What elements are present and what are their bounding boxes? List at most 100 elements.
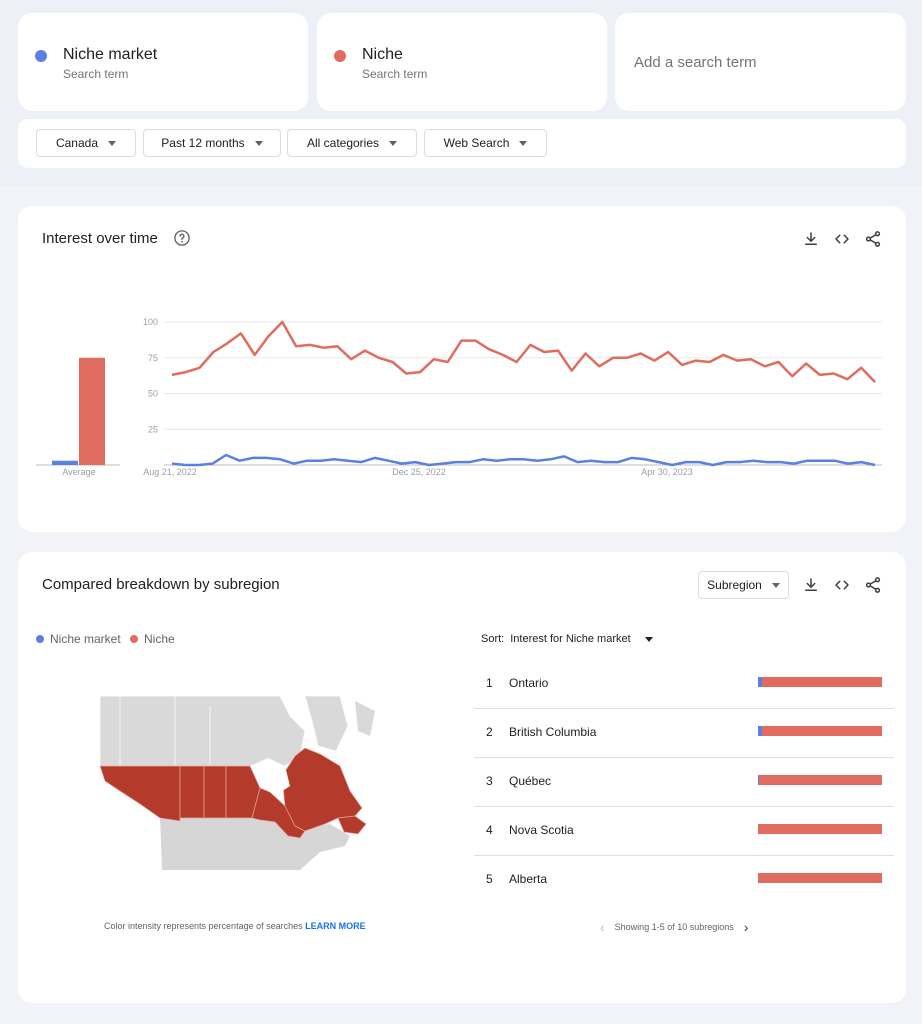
row-rank: 2 bbox=[486, 725, 493, 739]
x-tick-label: Dec 25, 2022 bbox=[392, 467, 446, 477]
pagination: ‹ Showing 1-5 of 10 subregions › bbox=[600, 919, 748, 935]
subregion-row[interactable]: 2 British Columbia bbox=[474, 709, 894, 758]
download-icon[interactable] bbox=[801, 575, 821, 595]
search-type-filter[interactable]: Web Search bbox=[424, 129, 547, 157]
map-region-alberta bbox=[179, 765, 205, 819]
pager-text: Showing 1-5 of 10 subregions bbox=[614, 922, 734, 932]
sort-value: Interest for Niche market bbox=[510, 633, 631, 645]
sort-label: Sort: bbox=[481, 633, 505, 645]
map-region-maritimes bbox=[337, 815, 367, 835]
subregion-row[interactable]: 4 Nova Scotia bbox=[474, 807, 894, 856]
bar-niche-market bbox=[758, 726, 762, 736]
row-region: British Columbia bbox=[509, 725, 597, 739]
caret-down-icon bbox=[108, 140, 117, 146]
x-tick-label: Apr 30, 2023 bbox=[641, 467, 693, 477]
search-type-filter-label: Web Search bbox=[443, 136, 510, 150]
add-search-term-input[interactable]: Add a search term bbox=[634, 54, 757, 71]
average-bar-niche bbox=[79, 357, 105, 465]
breakdown-title: Compared breakdown by subregion bbox=[42, 576, 280, 593]
legend-dot bbox=[130, 635, 138, 643]
bar-niche-market bbox=[758, 775, 759, 785]
region-filter-label: Canada bbox=[55, 136, 99, 150]
bar-niche-market bbox=[758, 677, 762, 687]
subregion-row[interactable]: 1 Ontario bbox=[474, 660, 894, 709]
legend-label: Niche bbox=[144, 632, 175, 646]
code-icon[interactable] bbox=[832, 575, 852, 595]
row-region: Alberta bbox=[509, 872, 548, 886]
row-comparison-bar bbox=[758, 873, 882, 883]
learn-more-link[interactable]: LEARN MORE bbox=[305, 921, 366, 931]
legend-dot bbox=[36, 635, 44, 643]
search-term-card-niche-market[interactable]: Niche market Search term bbox=[18, 13, 308, 111]
row-rank: 5 bbox=[486, 872, 493, 886]
share-icon[interactable] bbox=[863, 229, 883, 249]
legend-label: Niche market bbox=[50, 632, 121, 646]
caret-down-icon bbox=[389, 140, 398, 146]
x-tick-label: Aug 21, 2022 bbox=[143, 467, 197, 477]
code-icon[interactable] bbox=[832, 229, 852, 249]
footnote-text: Color intensity represents percentage of… bbox=[104, 921, 303, 931]
chevron-left-icon[interactable]: ‹ bbox=[600, 919, 605, 935]
interest-over-time-title: Interest over time bbox=[42, 230, 158, 247]
bar-niche bbox=[758, 873, 882, 883]
time-filter[interactable]: Past 12 months bbox=[143, 129, 281, 157]
series-line-niche-market bbox=[171, 453, 876, 467]
caret-down-icon bbox=[771, 582, 780, 588]
term-subtitle: Search term bbox=[63, 67, 129, 81]
row-comparison-bar bbox=[758, 677, 882, 687]
row-region: Québec bbox=[509, 774, 552, 788]
y-tick-label: 100 bbox=[143, 317, 158, 327]
region-filter[interactable]: Canada bbox=[36, 129, 136, 157]
bar-niche bbox=[762, 726, 882, 736]
search-term-card-niche[interactable]: Niche Search term bbox=[317, 13, 607, 111]
help-circle-icon[interactable] bbox=[173, 229, 191, 247]
term-name: Niche bbox=[362, 46, 403, 63]
y-tick-label: 50 bbox=[148, 389, 158, 399]
bar-niche bbox=[762, 677, 882, 687]
row-comparison-bar bbox=[758, 726, 882, 736]
row-rank: 4 bbox=[486, 823, 493, 837]
subregion-row[interactable]: 5 Alberta bbox=[474, 856, 894, 905]
subregion-dropdown[interactable]: Subregion bbox=[698, 571, 789, 599]
chevron-right-icon[interactable]: › bbox=[743, 919, 749, 935]
map-region-saskatchewan bbox=[203, 765, 227, 819]
subregion-row[interactable]: 3 Québec bbox=[474, 758, 894, 807]
time-filter-label: Past 12 months bbox=[161, 136, 245, 150]
caret-down-icon bbox=[254, 140, 263, 146]
share-icon[interactable] bbox=[863, 575, 883, 595]
sort-control[interactable]: Sort: Interest for Niche market bbox=[481, 633, 653, 645]
y-tick-label: 75 bbox=[148, 353, 158, 363]
download-icon[interactable] bbox=[801, 229, 821, 249]
row-comparison-bar bbox=[758, 775, 882, 785]
row-rank: 3 bbox=[486, 774, 493, 788]
average-label: Average bbox=[62, 467, 95, 477]
caret-down-icon bbox=[519, 140, 528, 146]
series-line-niche bbox=[171, 320, 876, 383]
subregion-dropdown-label: Subregion bbox=[707, 578, 762, 592]
term-subtitle: Search term bbox=[362, 67, 428, 81]
average-bar-niche-market bbox=[52, 460, 78, 465]
map-region-british-columbia bbox=[100, 765, 181, 822]
map-footnote: Color intensity represents percentage of… bbox=[104, 921, 366, 931]
map-region-quebec bbox=[281, 747, 363, 832]
series-color-dot bbox=[334, 50, 346, 62]
interest-over-time-card bbox=[18, 206, 906, 532]
canada-subregion-map[interactable] bbox=[100, 696, 380, 870]
bar-niche bbox=[759, 775, 882, 785]
caret-down-icon bbox=[644, 636, 653, 642]
category-filter[interactable]: All categories bbox=[287, 129, 417, 157]
y-tick-label: 25 bbox=[148, 424, 158, 434]
add-search-term-card[interactable]: Add a search term bbox=[615, 13, 906, 111]
legend-niche-market: Niche market bbox=[36, 632, 121, 646]
term-name: Niche market bbox=[63, 46, 158, 63]
row-comparison-bar bbox=[758, 824, 882, 834]
row-rank: 1 bbox=[486, 676, 493, 690]
series-color-dot bbox=[35, 50, 47, 62]
bar-niche bbox=[758, 824, 882, 834]
legend-niche: Niche bbox=[130, 632, 175, 646]
row-region: Ontario bbox=[509, 676, 549, 690]
category-filter-label: All categories bbox=[306, 136, 380, 150]
row-region: Nova Scotia bbox=[509, 823, 574, 837]
filter-bar: Canada Past 12 months All categories Web… bbox=[18, 119, 906, 168]
